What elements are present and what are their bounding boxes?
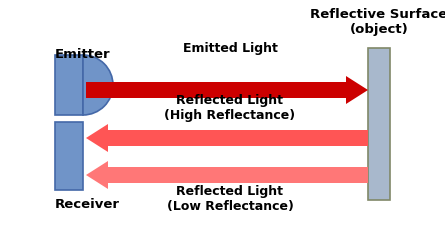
Text: Reflected Light
(High Reflectance): Reflected Light (High Reflectance) (165, 94, 295, 122)
Text: Reflective Surface
(object): Reflective Surface (object) (310, 8, 445, 36)
FancyArrow shape (86, 161, 368, 189)
Text: Receiver: Receiver (55, 198, 120, 211)
Wedge shape (83, 55, 113, 115)
FancyArrow shape (86, 76, 368, 104)
Bar (55, 55, 83, 115)
FancyArrow shape (86, 124, 368, 152)
Text: Emitted Light: Emitted Light (182, 42, 277, 55)
Text: Emitter: Emitter (55, 48, 111, 61)
Text: Reflected Light
(Low Reflectance): Reflected Light (Low Reflectance) (166, 185, 293, 213)
Bar (368, 48, 390, 200)
Bar (55, 122, 83, 190)
